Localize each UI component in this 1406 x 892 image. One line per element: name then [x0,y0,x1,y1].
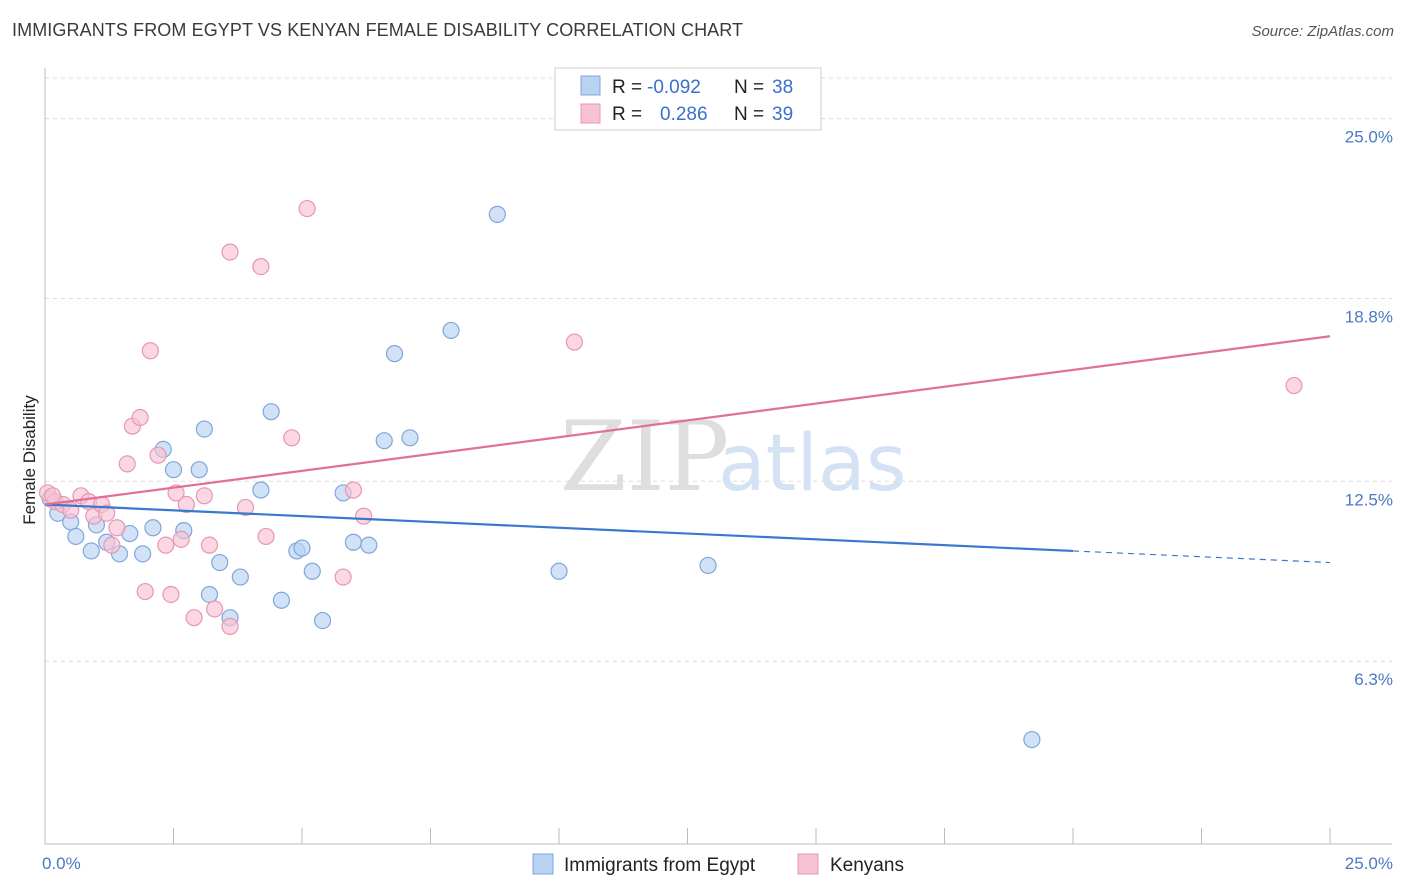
legend-r-value-egypt: -0.092 [647,77,701,98]
egypt-point-12 [164,461,183,479]
kenyans-point-24 [200,536,219,554]
egypt-trend-extension [1072,550,1331,564]
trend-lines [44,335,1331,564]
egypt-point-14 [190,461,208,479]
kenyans-point-27 [221,243,239,261]
kenyans-trend-line [44,335,1331,506]
egypt-point-22 [272,591,291,609]
data-points [38,199,1303,749]
kenyans-point-32 [298,199,316,218]
watermark-atlas: atlas [718,419,907,509]
x-tick-label-max: 25.0% [1345,854,1393,873]
y-tick-label-2: 18.8% [1345,308,1393,327]
bottom-legend-swatch-kenyans [797,853,819,875]
kenyans-point-38 [44,487,62,505]
bottom-legend-label-egypt: Immigrants from Egypt [564,855,756,876]
kenyans-point-23 [195,487,213,505]
egypt-point-31 [385,345,404,363]
egypt-point-29 [360,536,378,554]
egypt-point-30 [375,432,393,450]
kenyans-point-28 [236,498,255,517]
egypt-point-17 [211,553,229,572]
egypt-point-3 [67,527,85,546]
legend-r-value-kenyans: 0.286 [660,104,708,125]
legend-r-label-kenyans: R = [612,104,642,125]
chart-title: IMMIGRANTS FROM EGYPT VS KENYAN FEMALE D… [12,20,744,40]
watermark: ZIP atlas [560,401,907,513]
y-axis-label: Female Disability [20,395,39,525]
kenyans-point-26 [221,617,239,635]
legend-n-value-egypt: 38 [772,77,793,98]
kenyans-point-16 [149,446,167,464]
egypt-point-21 [262,403,280,421]
egypt-point-25 [303,562,321,580]
legend-r-label-egypt: R = [612,77,642,98]
egypt-point-10 [144,519,162,537]
kenyans-point-25 [206,600,224,618]
egypt-point-20 [252,481,270,499]
y-tick-label-3: 25.0% [1345,128,1393,147]
kenyans-point-31 [283,429,301,447]
kenyans-point-21 [177,495,195,514]
kenyans-point-9 [103,536,121,554]
kenyans-point-22 [185,609,203,627]
legend-swatch-egypt [580,75,601,96]
egypt-point-19 [231,568,249,586]
legend-n-label-egypt: N = [734,77,764,98]
egypt-point-35 [550,562,568,580]
kenyans-point-33 [334,568,352,586]
kenyans-point-29 [252,257,270,276]
egypt-point-26 [313,611,332,630]
egypt-point-36 [699,556,717,575]
y-tick-labels: 6.3% 12.5% 18.8% 25.0% [1345,128,1393,690]
kenyans-point-17 [157,536,175,554]
kenyans-point-10 [108,519,126,537]
egypt-point-4 [82,542,100,560]
x-tick-label-min: 0.0% [42,854,81,873]
kenyans-point-18 [162,585,180,604]
egypt-point-15 [195,420,213,438]
y-tick-label-1: 12.5% [1345,490,1393,509]
bottom-legend: Immigrants from Egypt Kenyans [532,853,904,876]
egypt-point-24 [293,539,311,557]
kenyans-point-20 [172,530,190,548]
x-tick-labels: 0.0% 25.0% [42,854,1393,873]
bottom-legend-swatch-egypt [532,853,554,875]
y-tick-label-0: 6.3% [1354,670,1393,689]
egypt-point-32 [401,429,419,447]
kenyans-point-13 [131,408,149,427]
kenyans-point-11 [118,455,136,473]
legend-n-value-kenyans: 39 [772,104,793,125]
axes [44,68,1392,845]
egypt-point-37 [1023,730,1041,749]
egypt-point-9 [134,545,152,563]
bottom-legend-label-kenyans: Kenyans [830,855,904,876]
kenyans-point-14 [136,582,154,601]
kenyans-point-36 [565,333,584,351]
kenyans-point-37 [1285,376,1303,395]
legend-swatch-kenyans [580,103,601,124]
egypt-point-28 [344,533,362,551]
legend-n-label-kenyans: N = [734,104,764,125]
legend-box: R = -0.092 N = 38 R = 0.286 N = 39 [554,67,822,131]
kenyans-point-8 [98,504,116,522]
egypt-point-16 [200,585,219,604]
kenyans-point-30 [257,527,275,546]
kenyans-point-35 [355,507,373,525]
egypt-point-33 [442,321,460,340]
kenyans-point-34 [344,481,362,499]
egypt-point-34 [488,205,506,223]
kenyans-point-15 [141,342,159,360]
chart-source: Source: ZipAtlas.com [1251,23,1394,40]
egypt-trend-line [44,503,1074,553]
